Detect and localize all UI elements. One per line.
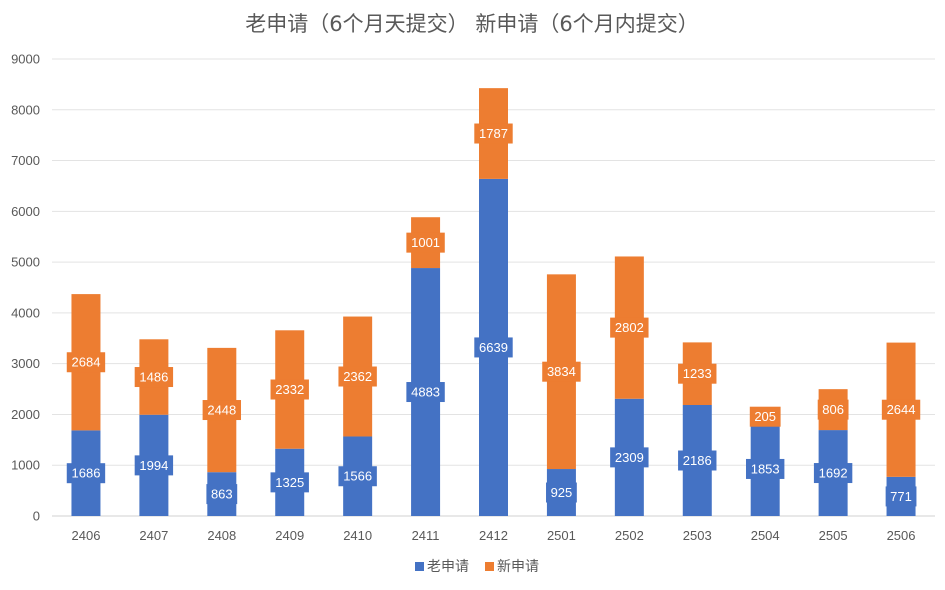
data-label: 2684 (72, 355, 101, 370)
data-label: 2332 (275, 382, 304, 397)
data-label: 1853 (751, 461, 780, 476)
data-label-box (817, 399, 849, 420)
data-label-box (885, 486, 917, 507)
data-label-box (610, 447, 649, 468)
y-tick-label: 6000 (11, 204, 40, 219)
data-label: 1686 (72, 466, 101, 481)
data-label-box (678, 450, 717, 471)
legend-swatch (415, 562, 424, 571)
data-label: 1325 (275, 475, 304, 490)
y-tick-label: 2000 (11, 407, 40, 422)
x-tick-label: 2408 (207, 528, 236, 543)
x-tick-label: 2410 (343, 528, 372, 543)
data-label: 2186 (683, 453, 712, 468)
data-label: 1486 (139, 370, 168, 385)
y-tick-label: 0 (33, 509, 40, 524)
legend-swatch (485, 562, 494, 571)
data-label-box (745, 458, 785, 479)
data-label-box (134, 455, 174, 476)
data-label: 2802 (615, 320, 644, 335)
data-label: 1001 (411, 235, 440, 250)
y-tick-label: 9000 (11, 52, 40, 67)
chart-title: 老申请（6个月天提交） 新申请（6个月内提交） (245, 12, 698, 36)
y-tick-label: 5000 (11, 255, 40, 270)
data-label: 2362 (343, 369, 372, 384)
data-label-box (610, 317, 649, 338)
data-label: 863 (211, 487, 233, 502)
data-label-box (406, 382, 445, 403)
data-label: 6639 (479, 340, 508, 355)
data-label: 4883 (411, 385, 440, 400)
data-label: 3834 (547, 364, 576, 379)
data-label-box (546, 482, 577, 503)
x-tick-label: 2504 (751, 528, 780, 543)
y-tick-label: 7000 (11, 153, 40, 168)
data-label-box (474, 337, 513, 358)
y-tick-label: 3000 (11, 356, 40, 371)
data-label-box (338, 366, 377, 387)
y-axis: 0 1000 2000 3000 4000 5000 6000 7000 8000 9000 (11, 52, 40, 524)
data-label-box (749, 406, 781, 427)
data-label: 771 (890, 489, 912, 504)
data-label: 1787 (479, 126, 508, 141)
data-label: 1994 (139, 458, 168, 473)
data-label-box (338, 466, 377, 487)
y-tick-label: 1000 (11, 458, 40, 473)
legend-label: 新申请 (497, 559, 539, 575)
data-label: 1566 (343, 469, 372, 484)
y-tick-label: 4000 (11, 305, 40, 320)
data-label-box (406, 232, 445, 253)
x-tick-label: 2502 (615, 528, 644, 543)
legend: 老申请 新申请 (415, 559, 539, 575)
x-tick-label: 2503 (683, 528, 712, 543)
data-label-box (474, 123, 513, 144)
data-label: 806 (822, 402, 844, 417)
data-label: 925 (551, 485, 573, 500)
x-tick-label: 2409 (275, 528, 304, 543)
data-label: 205 (754, 409, 776, 424)
data-label-box (134, 367, 174, 388)
data-label-box (270, 472, 309, 493)
data-label-box (206, 484, 238, 505)
data-label-box (542, 361, 581, 382)
y-tick-label: 8000 (11, 102, 40, 117)
data-label-box (813, 463, 853, 484)
bars (71, 88, 916, 516)
data-label-box (202, 400, 242, 421)
data-label-box (678, 363, 717, 384)
data-label-box (66, 352, 106, 373)
x-tick-label: 2505 (819, 528, 848, 543)
legend-label: 老申请 (427, 559, 469, 575)
x-axis: 2406 2407 2408 2409 2410 2411 2412 2501 2502 2503… (72, 528, 916, 543)
data-label: 1692 (819, 466, 848, 481)
x-tick-label: 2501 (547, 528, 576, 543)
data-label: 2644 (887, 402, 916, 417)
data-label-box (66, 463, 106, 484)
data-label: 2309 (615, 450, 644, 465)
x-tick-label: 2412 (479, 528, 508, 543)
data-label: 1233 (683, 366, 712, 381)
x-tick-label: 2406 (72, 528, 101, 543)
data-label-box (270, 379, 309, 400)
data-label-box (881, 399, 921, 420)
x-tick-label: 2506 (887, 528, 916, 543)
data-label: 2448 (207, 403, 236, 418)
x-tick-label: 2407 (139, 528, 168, 543)
x-tick-label: 2411 (412, 528, 440, 543)
data-labels: 1686 2684 1994 1486 863 2448 1325 2332 1566 2362 4… (66, 123, 921, 507)
